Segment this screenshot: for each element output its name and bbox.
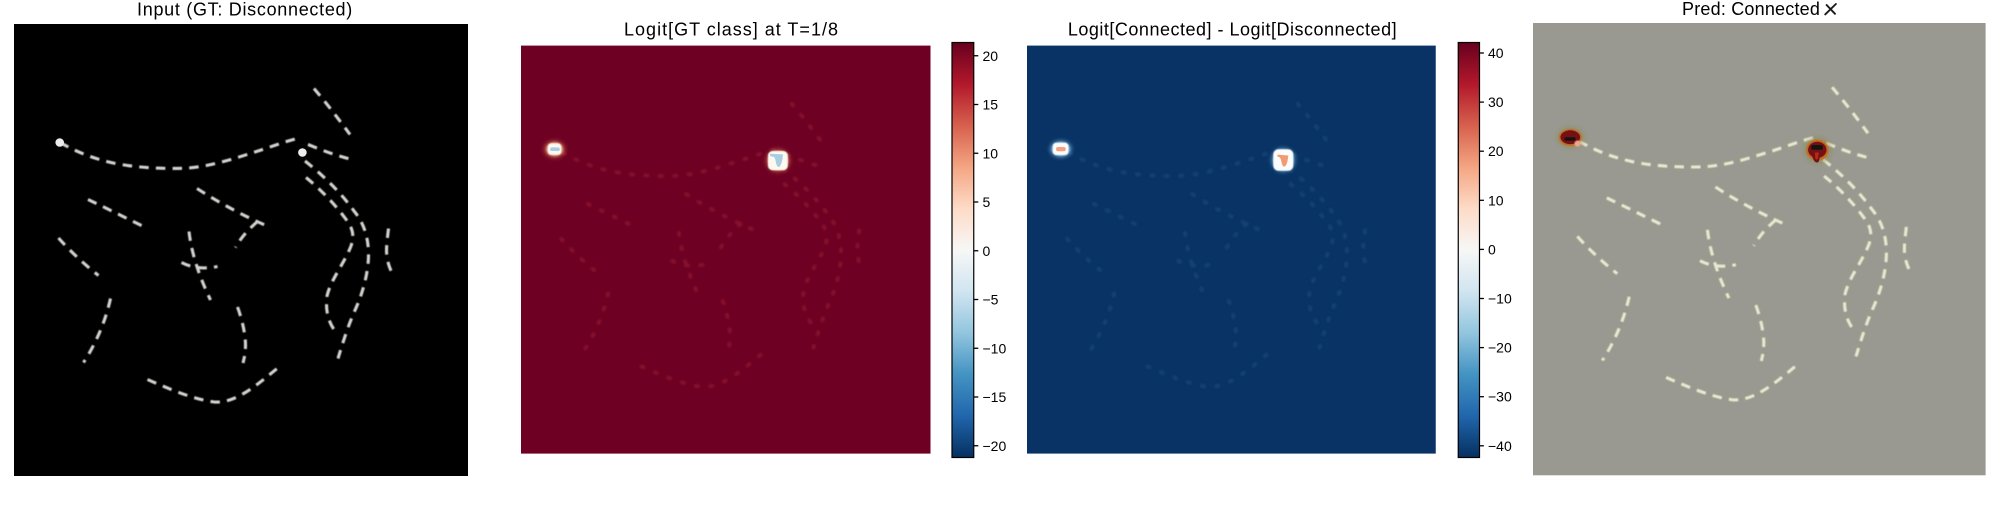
svg-text:0: 0 xyxy=(983,243,991,259)
svg-text:0: 0 xyxy=(1488,241,1496,257)
svg-text:20: 20 xyxy=(1488,143,1504,159)
svg-text:Pred: Connected: Pred: Connected xyxy=(1682,0,1820,19)
svg-text:−5: −5 xyxy=(983,292,999,308)
svg-text:−15: −15 xyxy=(983,389,1007,405)
svg-text:30: 30 xyxy=(1488,94,1504,110)
svg-text:−10: −10 xyxy=(1488,291,1512,307)
svg-text:10: 10 xyxy=(1488,192,1504,208)
svg-text:10: 10 xyxy=(983,145,999,161)
svg-text:15: 15 xyxy=(983,97,999,113)
svg-text:−20: −20 xyxy=(983,438,1007,454)
svg-text:−10: −10 xyxy=(983,340,1007,356)
svg-text:Logit[GT class] at T=1/8: Logit[GT class] at T=1/8 xyxy=(624,19,839,39)
svg-text:5: 5 xyxy=(983,194,991,210)
svg-text:Input (GT: Disconnected): Input (GT: Disconnected) xyxy=(137,0,353,19)
svg-text:−30: −30 xyxy=(1488,389,1512,405)
svg-text:20: 20 xyxy=(983,48,999,64)
svg-text:Logit[Connected] - Logit[Disco: Logit[Connected] - Logit[Disconnected] xyxy=(1068,19,1397,39)
svg-text:40: 40 xyxy=(1488,45,1504,61)
svg-text:−40: −40 xyxy=(1488,438,1512,454)
svg-text:−20: −20 xyxy=(1488,340,1512,356)
